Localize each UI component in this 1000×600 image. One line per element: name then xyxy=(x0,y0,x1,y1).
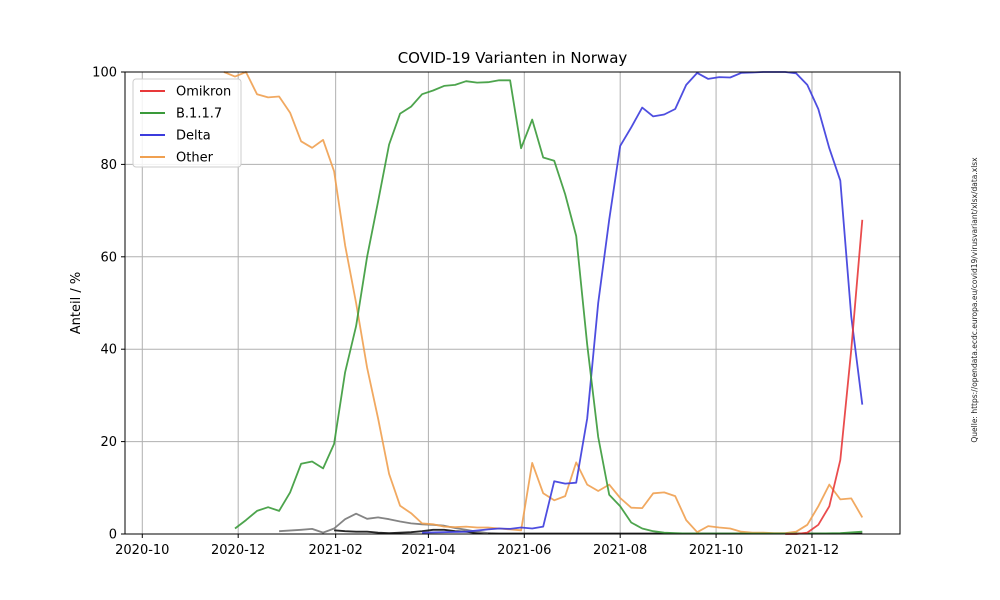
y-tick-label: 60 xyxy=(100,250,117,265)
x-tick-label: 2021-04 xyxy=(401,543,455,558)
x-tick-label: 2021-10 xyxy=(689,543,743,558)
x-tick-label: 2020-10 xyxy=(115,543,169,558)
series-line-delta xyxy=(422,71,864,534)
legend-label: Other xyxy=(176,151,214,166)
y-tick-label: 100 xyxy=(92,66,117,81)
x-tick-label: 2020-12 xyxy=(211,543,265,558)
y-tick-label: 20 xyxy=(100,435,117,450)
legend-box xyxy=(132,78,242,168)
x-tick-label: 2021-08 xyxy=(593,543,647,558)
series-layer xyxy=(223,71,864,535)
y-axis: 0 20 40 60 80 100 xyxy=(92,66,125,543)
chart-title: COVID-19 Varianten in Norway xyxy=(398,49,628,67)
x-tick-label: 2021-12 xyxy=(785,543,839,558)
legend: Omikron B.1.1.7 Delta Other xyxy=(132,78,242,168)
x-axis: 2020-10 2020-12 2021-02 2021-04 2021-06 2021-… xyxy=(115,534,839,558)
y-tick-label: 80 xyxy=(100,158,117,173)
legend-label: Omikron xyxy=(176,85,231,100)
x-tick-label: 2021-06 xyxy=(497,543,551,558)
legend-label: Delta xyxy=(176,129,211,144)
series-line-b-1-1-7 xyxy=(234,79,863,535)
source-note: Quelle: https://opendata.ecdc.europa.eu/… xyxy=(970,157,979,443)
series-line-other xyxy=(223,71,864,534)
series-line-unlabeled-4 xyxy=(279,512,489,534)
legend-label: B.1.1.7 xyxy=(176,107,222,122)
y-tick-label: 0 xyxy=(109,528,117,543)
series-line-omikron xyxy=(785,219,864,535)
plot-frame xyxy=(124,71,901,535)
y-axis-label: Anteil / % xyxy=(69,272,84,334)
y-tick-label: 40 xyxy=(100,343,117,358)
x-tick-label: 2021-02 xyxy=(308,543,362,558)
